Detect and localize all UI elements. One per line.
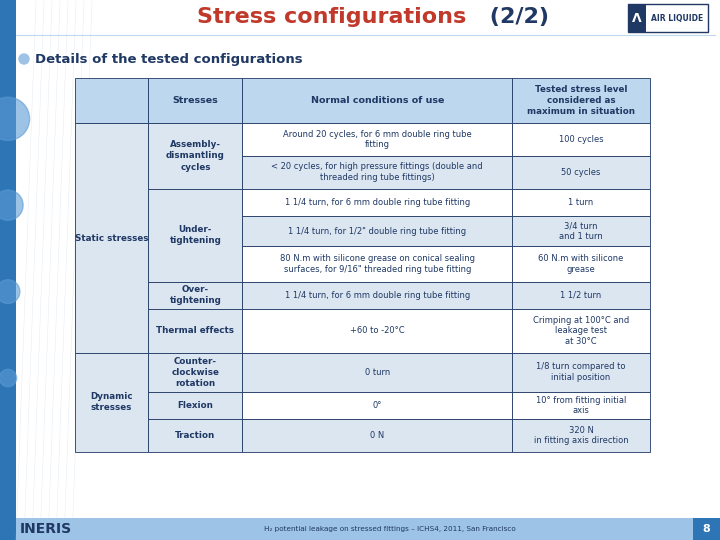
Text: Dynamic
stresses: Dynamic stresses — [91, 393, 133, 413]
Text: 100 cycles: 100 cycles — [559, 135, 603, 144]
Text: 1 1/4 turn, for 1/2" double ring tube fitting: 1 1/4 turn, for 1/2" double ring tube fi… — [288, 226, 467, 235]
Bar — [243, 282, 512, 309]
Bar — [148, 392, 243, 419]
Text: 8: 8 — [702, 524, 710, 534]
Text: Thermal effects: Thermal effects — [156, 327, 235, 335]
Bar — [243, 246, 512, 282]
Text: (2/2): (2/2) — [482, 7, 549, 27]
Text: Λ: Λ — [632, 11, 642, 24]
Text: Details of the tested configurations: Details of the tested configurations — [35, 52, 302, 65]
Bar — [148, 123, 243, 189]
Bar — [243, 123, 512, 156]
FancyBboxPatch shape — [628, 4, 708, 32]
Bar — [148, 189, 243, 282]
Bar — [0, 0, 16, 540]
Text: < 20 cycles, for high pressure fittings (double and
threaded ring tube fittings): < 20 cycles, for high pressure fittings … — [271, 163, 483, 182]
Bar — [512, 309, 650, 353]
Bar — [148, 419, 243, 452]
Text: 60 N.m with silicone
grease: 60 N.m with silicone grease — [539, 254, 624, 274]
Text: 0 N: 0 N — [370, 431, 384, 440]
Text: H₂ potential leakage on stressed fittings – ICHS4, 2011, San Francisco: H₂ potential leakage on stressed fitting… — [264, 526, 516, 532]
Bar — [243, 309, 512, 353]
Bar — [512, 216, 650, 246]
Text: 50 cycles: 50 cycles — [562, 168, 600, 177]
Bar — [243, 216, 512, 246]
Text: 80 N.m with silicone grease on conical sealing
surfaces, for 9/16" threaded ring: 80 N.m with silicone grease on conical s… — [279, 254, 474, 274]
Text: +60 to -20°C: +60 to -20°C — [350, 327, 405, 335]
Bar — [243, 78, 512, 123]
Text: Static stresses: Static stresses — [75, 233, 148, 242]
Text: Counter-
clockwise
rotation: Counter- clockwise rotation — [171, 357, 220, 388]
Bar — [75, 78, 148, 123]
Text: 3/4 turn
and 1 turn: 3/4 turn and 1 turn — [559, 221, 603, 241]
Text: Crimping at 100°C and
leakage test
at 30°C: Crimping at 100°C and leakage test at 30… — [533, 316, 629, 346]
Text: Under-
tightening: Under- tightening — [169, 225, 221, 245]
Bar — [512, 392, 650, 419]
Bar — [512, 353, 650, 392]
Text: Traction: Traction — [175, 431, 215, 440]
Bar — [693, 518, 720, 540]
Text: 320 N
in fitting axis direction: 320 N in fitting axis direction — [534, 426, 629, 446]
Bar — [243, 156, 512, 189]
Bar — [512, 419, 650, 452]
FancyBboxPatch shape — [628, 4, 646, 32]
Circle shape — [19, 54, 29, 64]
Circle shape — [0, 190, 23, 220]
Bar — [75, 123, 148, 353]
Text: 1 1/2 turn: 1 1/2 turn — [560, 291, 602, 300]
Text: Stress configurations: Stress configurations — [197, 7, 467, 27]
Bar — [512, 156, 650, 189]
Text: Flexion: Flexion — [177, 401, 213, 410]
Bar — [243, 392, 512, 419]
Bar — [512, 123, 650, 156]
Bar — [148, 353, 243, 392]
Text: 1/8 turn compared to
initial position: 1/8 turn compared to initial position — [536, 362, 626, 382]
Text: 0°: 0° — [372, 401, 382, 410]
Text: INERIS: INERIS — [20, 522, 72, 536]
Text: 1 turn: 1 turn — [568, 198, 593, 207]
Bar — [512, 189, 650, 216]
Text: Assembly-
dismantling
cycles: Assembly- dismantling cycles — [166, 140, 225, 172]
Text: Over-
tightening: Over- tightening — [169, 285, 221, 306]
Circle shape — [0, 97, 30, 140]
Bar — [16, 518, 720, 540]
Bar — [148, 309, 243, 353]
Bar — [148, 282, 243, 309]
Circle shape — [0, 280, 20, 303]
Text: 1 1/4 turn, for 6 mm double ring tube fitting: 1 1/4 turn, for 6 mm double ring tube fi… — [284, 198, 470, 207]
Circle shape — [0, 369, 17, 387]
Bar — [243, 189, 512, 216]
Bar — [75, 353, 148, 452]
Bar — [148, 78, 243, 123]
Text: 10° from fitting initial
axis: 10° from fitting initial axis — [536, 396, 626, 415]
Bar — [512, 246, 650, 282]
Text: Around 20 cycles, for 6 mm double ring tube
fitting: Around 20 cycles, for 6 mm double ring t… — [283, 130, 472, 150]
Bar — [243, 419, 512, 452]
Text: 0 turn: 0 turn — [364, 368, 390, 377]
Bar — [512, 78, 650, 123]
Text: 1 1/4 turn, for 6 mm double ring tube fitting: 1 1/4 turn, for 6 mm double ring tube fi… — [284, 291, 470, 300]
Bar — [512, 282, 650, 309]
Text: AIR LIQUIDE: AIR LIQUIDE — [651, 14, 703, 23]
Bar — [243, 353, 512, 392]
Text: Stresses: Stresses — [173, 96, 218, 105]
Text: Tested stress level
considered as
maximum in situation: Tested stress level considered as maximu… — [527, 85, 635, 116]
Text: Normal conditions of use: Normal conditions of use — [310, 96, 444, 105]
